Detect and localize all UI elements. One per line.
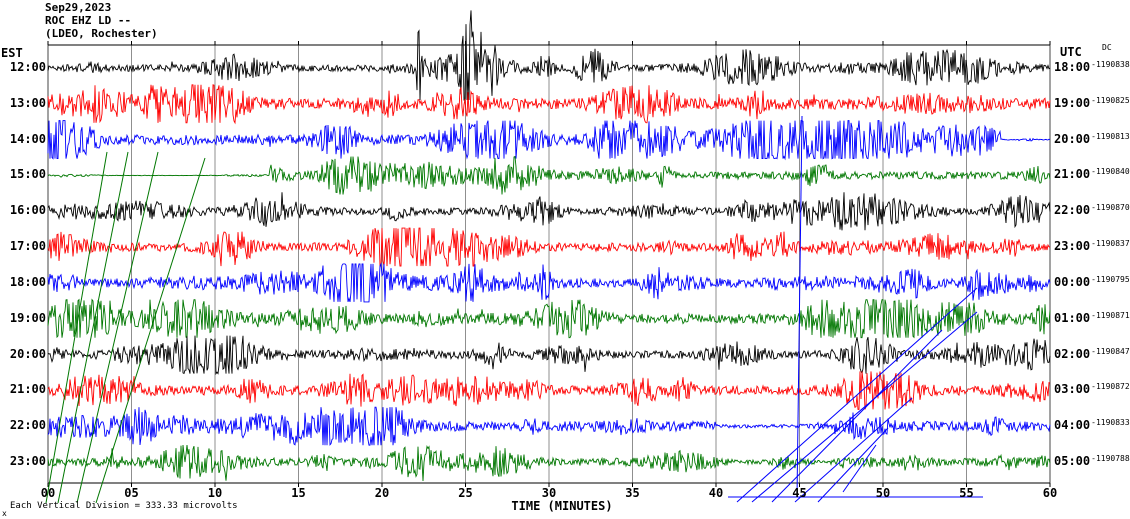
trace-2200 [47,406,1051,446]
trace-1200 [47,10,1051,101]
trace-1800 [47,262,1051,303]
trace-1700 [47,227,1051,267]
trace-2000 [47,335,1051,375]
trace-1300 [47,84,1051,125]
header-date: Sep29,2023 [45,1,112,14]
trace-1500 [47,155,1051,195]
vertical-division-note: Each Vertical Division = 333.33 microvol… [10,501,238,511]
x-axis-title: TIME (MINUTES) [511,499,613,513]
dc-offset-header-label: DC [1102,43,1112,52]
header-location: (LDEO, Rochester) [45,27,158,40]
blue-pick-lines [728,115,983,503]
trace-2100 [47,371,1051,410]
right-timezone-label: UTC [1060,45,1082,59]
green-pick-lines [45,151,206,504]
trace-2300 [47,444,1051,482]
waveform-traces [47,10,1051,482]
trace-1400 [47,120,1051,161]
header-station: ROC EHZ LD -- [45,14,132,27]
corner-mark: x [2,509,7,518]
trace-1600 [47,192,1051,231]
left-timezone-label: EST [1,46,23,60]
trace-1900 [47,298,1051,339]
grid-lines [47,41,1051,487]
